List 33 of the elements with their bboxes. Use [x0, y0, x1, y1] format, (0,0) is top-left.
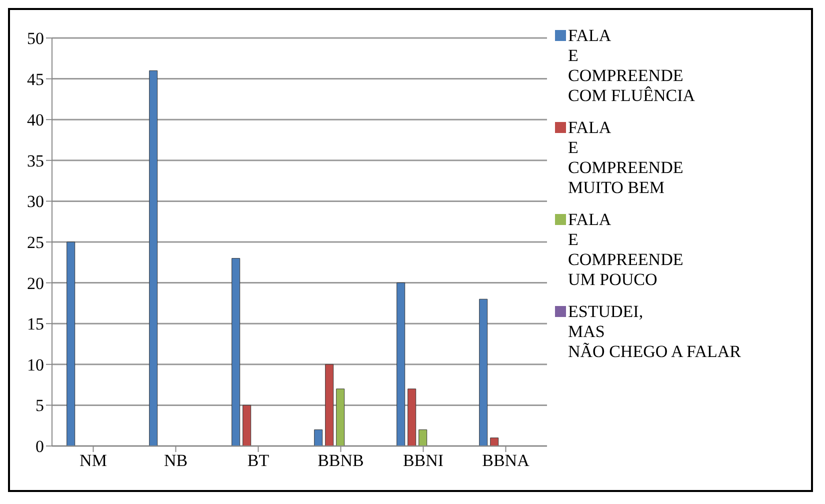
y-tick-label: 5 — [36, 396, 44, 416]
bar — [66, 242, 76, 446]
y-tick-label: 25 — [27, 233, 44, 252]
y-tick-label: 40 — [27, 110, 44, 130]
bar — [396, 282, 406, 446]
legend-label: FALA E COMPREENDE COM FLUÊNCIA — [568, 26, 696, 106]
x-tick-label: BT — [247, 451, 270, 470]
x-tick-label: NM — [80, 451, 107, 470]
y-tick-label: 50 — [27, 29, 44, 48]
y-tick-label: 20 — [27, 274, 44, 293]
bar — [314, 429, 323, 446]
y-tick-label: 45 — [27, 70, 44, 89]
y-tick-label: 35 — [27, 151, 44, 170]
bar — [408, 388, 416, 446]
y-tick-label: 30 — [27, 192, 44, 212]
bar — [479, 298, 488, 446]
x-tick-label: BBNI — [402, 451, 444, 470]
bar — [418, 429, 428, 446]
bar — [149, 70, 158, 446]
legend-label: ESTUDEI, MAS NÃO CHEGO A FALAR — [568, 302, 742, 362]
legend-label: FALA E COMPREENDE UM POUCO — [568, 210, 684, 290]
y-tick-label: 0 — [36, 437, 44, 456]
y-tick-label: 10 — [27, 355, 44, 374]
x-tick-label: NB — [164, 451, 188, 470]
bar — [242, 404, 252, 446]
x-tick-label: BBNB — [318, 451, 364, 470]
bar — [325, 364, 334, 446]
bar — [490, 438, 499, 446]
legend-label: FALA E COMPREENDE MUITO BEM — [568, 118, 684, 198]
x-tick-label: BBNA — [482, 451, 530, 470]
y-tick-label: 15 — [27, 314, 44, 334]
bar — [232, 258, 240, 446]
bar — [336, 388, 345, 446]
